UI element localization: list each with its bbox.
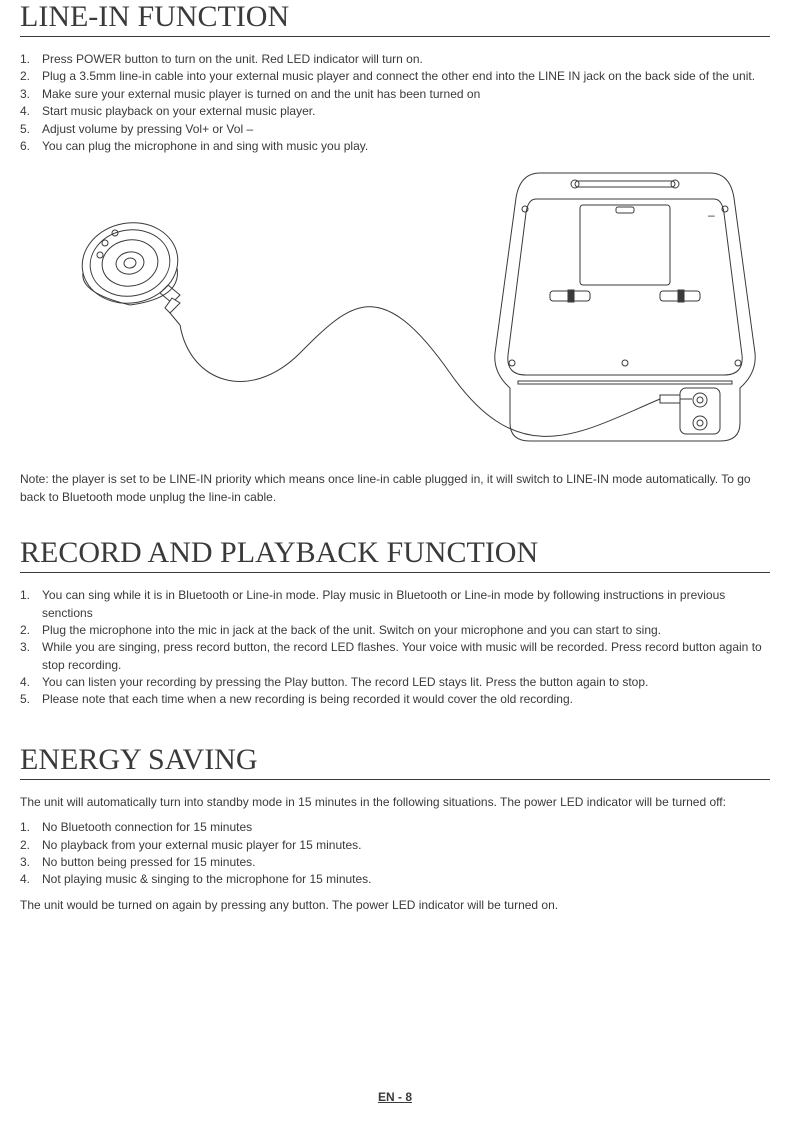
section-title-line-in: LINE-IN FUNCTION (20, 0, 770, 37)
energy-intro: The unit will automatically turn into st… (20, 794, 770, 811)
line-in-section: LINE-IN FUNCTION 1.Press POWER button to… (20, 0, 770, 506)
li-num: 1. (20, 587, 38, 622)
line-in-note: Note: the player is set to be LINE-IN pr… (20, 471, 770, 506)
li-text: You can plug the microphone in and sing … (42, 138, 368, 155)
li-text: Adjust volume by pressing Vol+ or Vol – (42, 121, 253, 138)
energy-saving-section: ENERGY SAVING The unit will automaticall… (20, 743, 770, 914)
li-num: 2. (20, 837, 38, 854)
li-text: Press POWER button to turn on the unit. … (42, 51, 423, 68)
line-in-diagram: – (20, 163, 770, 463)
li-num: 4. (20, 674, 38, 691)
svg-text:–: – (708, 208, 715, 222)
li-num: 5. (20, 121, 38, 138)
li-num: 2. (20, 622, 38, 639)
section-title-record: RECORD AND PLAYBACK FUNCTION (20, 536, 770, 573)
li-text: You can listen your recording by pressin… (42, 674, 648, 691)
record-playback-section: RECORD AND PLAYBACK FUNCTION 1.You can s… (20, 536, 770, 709)
record-list: 1.You can sing while it is in Bluetooth … (20, 587, 770, 709)
li-text: Not playing music & singing to the micro… (42, 871, 372, 888)
line-in-list: 1.Press POWER button to turn on the unit… (20, 51, 770, 155)
li-text: Plug a 3.5mm line-in cable into your ext… (42, 68, 755, 85)
section-title-energy: ENERGY SAVING (20, 743, 770, 780)
page-number: EN - 8 (0, 1090, 790, 1104)
li-num: 3. (20, 854, 38, 871)
li-num: 4. (20, 871, 38, 888)
li-num: 5. (20, 691, 38, 708)
li-text: Plug the microphone into the mic in jack… (42, 622, 661, 639)
li-text: No button being pressed for 15 minutes. (42, 854, 255, 871)
energy-list: 1.No Bluetooth connection for 15 minutes… (20, 819, 770, 889)
li-num: 6. (20, 138, 38, 155)
li-num: 3. (20, 86, 38, 103)
li-num: 1. (20, 51, 38, 68)
li-text: You can sing while it is in Bluetooth or… (42, 587, 770, 622)
li-text: Make sure your external music player is … (42, 86, 480, 103)
li-num: 3. (20, 639, 38, 674)
li-num: 1. (20, 819, 38, 836)
li-num: 2. (20, 68, 38, 85)
li-text: No Bluetooth connection for 15 minutes (42, 819, 252, 836)
li-num: 4. (20, 103, 38, 120)
li-text: While you are singing, press record butt… (42, 639, 770, 674)
li-text: Start music playback on your external mu… (42, 103, 315, 120)
li-text: Please note that each time when a new re… (42, 691, 573, 708)
li-text: No playback from your external music pla… (42, 837, 361, 854)
energy-outro: The unit would be turned on again by pre… (20, 897, 770, 914)
